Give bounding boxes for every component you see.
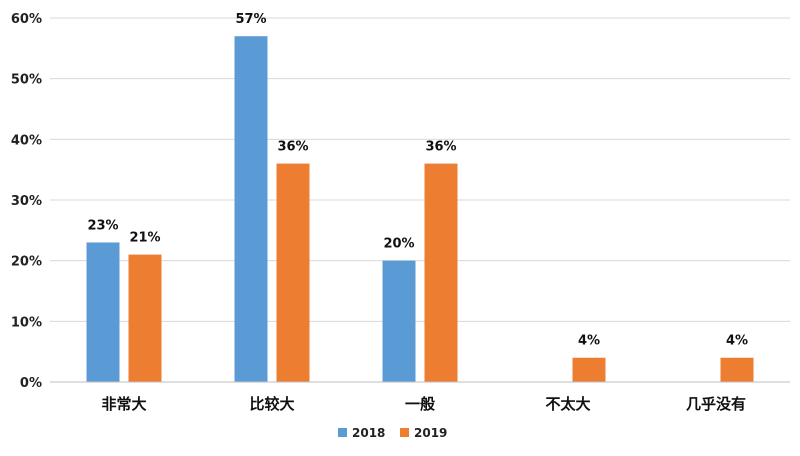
x-tick-label: 比较大	[249, 395, 294, 413]
y-tick-label: 20%	[11, 255, 42, 270]
x-tick-label: 不太大	[545, 395, 590, 413]
y-axis: 0% 10% 20% 30% 40% 50% 60%	[11, 12, 42, 391]
data-label: 23%	[87, 218, 118, 233]
x-tick-label: 一般	[405, 395, 435, 413]
data-label: 57%	[235, 12, 266, 27]
data-label: 4%	[726, 334, 748, 349]
x-tick-label: 非常大	[101, 395, 146, 413]
data-label: 21%	[129, 231, 160, 246]
bar-2019	[276, 163, 310, 382]
legend-swatch	[338, 428, 347, 437]
y-tick-label: 10%	[11, 315, 42, 330]
x-axis: 非常大 比较大 一般 不太大 几乎没有	[50, 381, 790, 413]
bars	[86, 36, 754, 382]
bar-2019	[572, 357, 606, 382]
data-label: 36%	[277, 140, 308, 155]
legend: 2018 2019	[338, 426, 447, 440]
bar-2019	[424, 163, 458, 382]
data-label: 36%	[425, 140, 456, 155]
bar-2018	[234, 36, 268, 382]
x-tick-label: 几乎没有	[686, 395, 746, 413]
data-label: 20%	[383, 237, 414, 252]
data-label: 4%	[578, 334, 600, 349]
legend-swatch	[400, 428, 409, 437]
legend-label: 2019	[414, 426, 447, 440]
y-tick-label: 60%	[11, 12, 42, 27]
gridlines	[50, 17, 790, 322]
y-tick-label: 0%	[20, 376, 42, 391]
bar-2018	[382, 260, 416, 382]
y-tick-label: 30%	[11, 194, 42, 209]
bar-2019	[128, 254, 162, 382]
data-labels: 23% 21% 57% 36% 20% 36% 4% 4%	[87, 12, 748, 349]
bar-2018	[86, 242, 120, 382]
y-tick-label: 50%	[11, 73, 42, 88]
legend-label: 2018	[352, 426, 385, 440]
y-tick-label: 40%	[11, 133, 42, 148]
bar-2019	[720, 357, 754, 382]
